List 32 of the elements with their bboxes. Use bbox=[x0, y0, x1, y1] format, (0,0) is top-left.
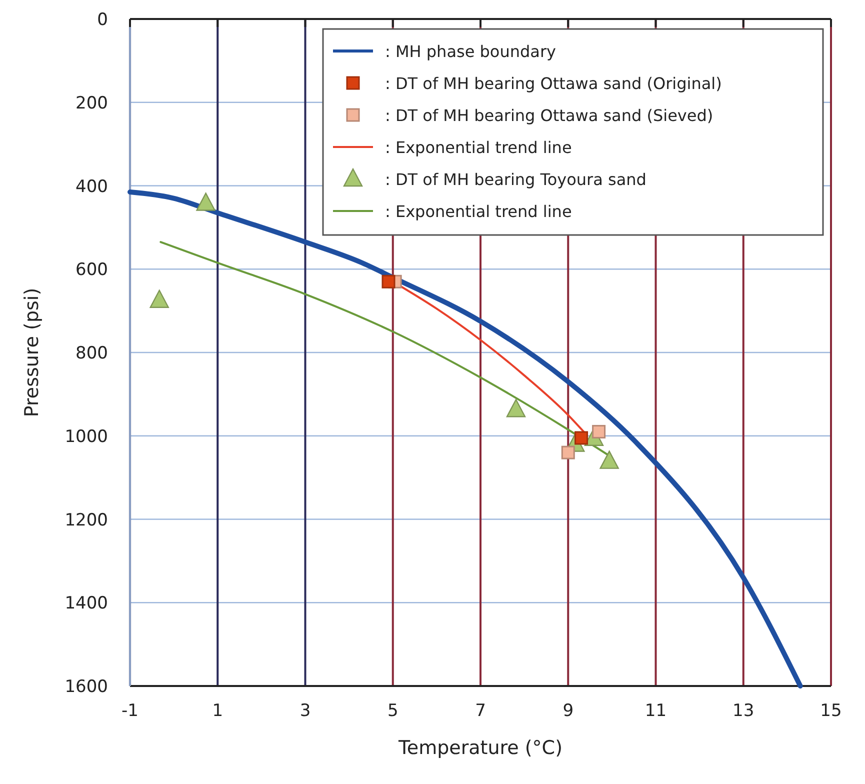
y-tick-label: 1200 bbox=[64, 510, 108, 530]
y-tick-label: 1000 bbox=[64, 426, 108, 447]
legend-label: : DT of MH bearing Toyoura sand bbox=[385, 170, 646, 189]
legend-label: : Exponential trend line bbox=[385, 138, 572, 157]
x-tick-label: 1 bbox=[212, 701, 224, 721]
x-tick-label: 11 bbox=[644, 701, 667, 721]
y-tick-label: 0 bbox=[97, 10, 108, 30]
y-tick-label: 1400 bbox=[64, 594, 108, 614]
x-tick-label: 15 bbox=[820, 701, 842, 721]
y-tick-label: 400 bbox=[76, 176, 108, 197]
x-tick-label: -1 bbox=[122, 701, 138, 721]
point bbox=[600, 450, 619, 469]
point bbox=[150, 290, 169, 308]
y-tick-label: 200 bbox=[76, 93, 108, 114]
legend-label: : Exponential trend line bbox=[385, 202, 572, 221]
point bbox=[506, 399, 526, 418]
x-tick-label: 5 bbox=[387, 701, 398, 721]
y-tick-label: 1600 bbox=[64, 677, 108, 697]
legend-label: : DT of MH bearing Ottawa sand (Original) bbox=[385, 74, 722, 93]
y-tick-label: 800 bbox=[76, 344, 108, 364]
point bbox=[196, 192, 216, 211]
y-tick-label: 600 bbox=[76, 260, 108, 280]
point bbox=[561, 446, 575, 460]
x-tick-label: 7 bbox=[475, 701, 486, 721]
point bbox=[382, 274, 396, 288]
x-tick-label: 3 bbox=[300, 701, 311, 721]
x-tick-label: 9 bbox=[562, 701, 574, 721]
y-axis-title: Pressure (psi) bbox=[21, 288, 43, 418]
legend-label: : DT of MH bearing Ottawa sand (Sieved) bbox=[385, 106, 714, 125]
legend-label: : MH phase boundary bbox=[385, 42, 556, 61]
x-axis-title: Temperature (°C) bbox=[398, 737, 562, 759]
x-tick-label: 13 bbox=[732, 701, 754, 721]
